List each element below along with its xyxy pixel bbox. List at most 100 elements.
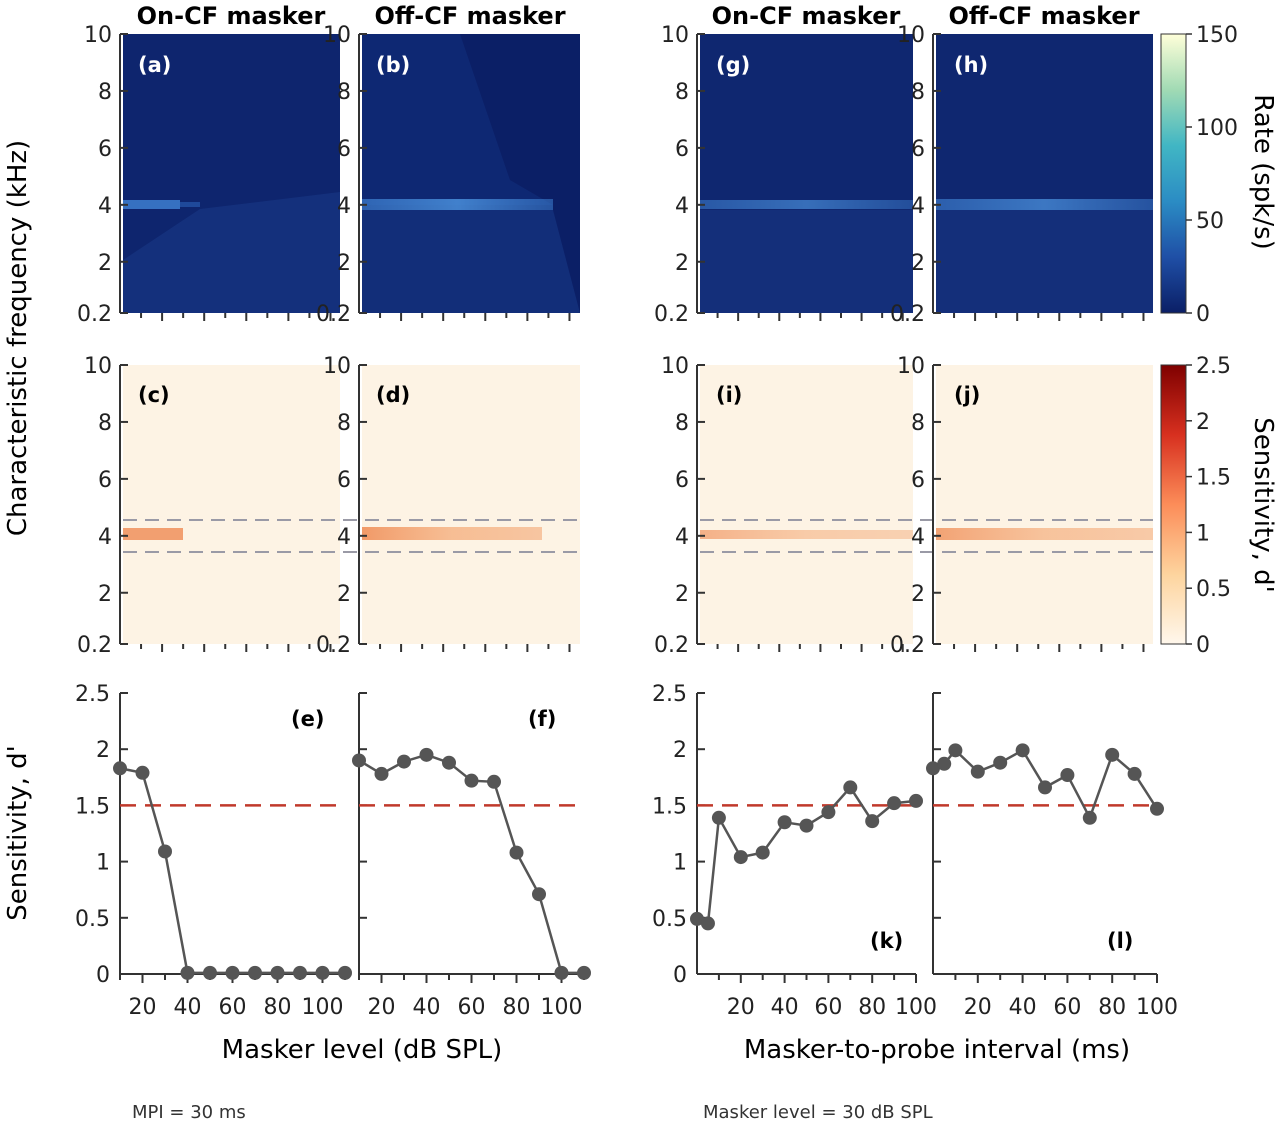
data-point-k: [843, 780, 858, 795]
data-point-f: [509, 845, 524, 860]
data-point-e: [248, 965, 262, 980]
sens-cb-tick-label: 1: [1196, 521, 1210, 546]
rate-colorbar: [1160, 33, 1187, 314]
hm-ytick-label: 4: [675, 194, 689, 219]
series-line-k: [696, 785, 917, 926]
data-point-k: [909, 793, 923, 808]
data-point-e: [135, 765, 150, 780]
line-xtick-label: 80: [1098, 995, 1126, 1020]
hm-ytick-label: 2: [98, 582, 112, 607]
panel-label-f: (f): [528, 707, 556, 731]
line-ytick-label: 1.5: [75, 794, 110, 819]
data-point-e: [293, 965, 307, 980]
data-point-l: [970, 764, 985, 779]
hm-ytick-label: 2: [911, 582, 925, 607]
data-point-k: [887, 796, 902, 811]
line-xtick-label: 20: [129, 995, 157, 1020]
line-xtick-label: 40: [1009, 995, 1037, 1020]
col-title-3: On-CF masker: [712, 2, 901, 30]
sens-cb-tick-label: 2.5: [1196, 354, 1231, 379]
hm-ytick-label: 2: [675, 582, 689, 607]
line-ytick-label: 0.5: [75, 907, 110, 932]
data-point-k: [711, 810, 726, 825]
hm-ytick-label: 8: [911, 411, 925, 436]
rate-heatmap-b: [362, 34, 580, 313]
x-label-left: Masker level (dB SPL): [222, 1035, 503, 1065]
sens-colorbar-label: Sensitivity, d': [1248, 417, 1278, 593]
hm-ytick-label: 4: [337, 194, 351, 219]
line-xtick-label: 40: [413, 995, 441, 1020]
hm-ytick-label: 4: [675, 525, 689, 550]
heatmap-axes: [119, 34, 934, 644]
line-xtick-label: 60: [458, 995, 486, 1020]
sens-cb-tick-label: 1.5: [1196, 466, 1231, 491]
line-ytick-label: 0: [96, 963, 110, 988]
data-point-f: [419, 747, 434, 762]
data-point-e: [338, 965, 352, 980]
line-axes: [119, 693, 1157, 975]
data-point-f: [532, 887, 546, 902]
panel-label-l: (l): [1107, 929, 1133, 953]
panel-label-e: (e): [291, 707, 324, 731]
data-point-e: [315, 965, 330, 980]
line-xtick-label: 80: [264, 995, 292, 1020]
data-point-l: [1150, 801, 1164, 816]
data-point-k: [755, 845, 770, 860]
data-point-k: [733, 850, 748, 865]
hm-ytick-label: 10: [897, 23, 925, 48]
hm-ytick-label: 4: [911, 525, 925, 550]
hm-ytick-label: 10: [661, 354, 689, 379]
hm-ytick-label: 6: [337, 468, 351, 493]
line-xtick-label: 60: [219, 995, 247, 1020]
hm-ytick-label: 10: [323, 23, 351, 48]
data-point-e: [225, 965, 240, 980]
data-point-l: [926, 761, 940, 776]
hm-ytick-label: 0.2: [77, 633, 112, 658]
line-xtick-label: 100: [302, 995, 344, 1020]
data-point-f: [464, 773, 479, 788]
rate-cb-tick-label: 50: [1196, 209, 1224, 234]
data-point-l: [948, 743, 963, 758]
data-point-l: [1015, 743, 1030, 758]
hm-ytick-label: 8: [98, 411, 112, 436]
panel-label-d: (d): [376, 383, 410, 407]
rate-heatmap-h: [936, 34, 1153, 313]
heatmap-y-label: Characteristic frequency (kHz): [3, 140, 33, 536]
ticks-layer: [119, 33, 1192, 983]
line-xtick-label: 100: [895, 995, 937, 1020]
hm-ytick-label: 4: [911, 194, 925, 219]
hm-ytick-label: 4: [337, 525, 351, 550]
hm-ytick-label: 8: [337, 80, 351, 105]
data-point-l: [1127, 766, 1142, 781]
hm-ytick-label: 0.2: [890, 633, 925, 658]
data-point-f: [352, 753, 366, 768]
rate-cb-tick-label: 0: [1196, 302, 1210, 327]
rate-heatmap-g: [700, 34, 913, 313]
data-point-f: [554, 965, 569, 980]
hm-ytick-label: 4: [98, 525, 112, 550]
hm-ytick-label: 10: [84, 23, 112, 48]
hm-ytick-label: 10: [897, 354, 925, 379]
line-ytick-label: 1: [96, 851, 110, 876]
line-ytick-label: 0: [673, 963, 687, 988]
data-point-e: [270, 965, 285, 980]
hm-ytick-label: 0.2: [654, 302, 689, 327]
tick-labels-layer: 0.22468100.22468100.22468100.22468100.22…: [75, 23, 1238, 1020]
data-point-l: [1082, 810, 1097, 825]
data-point-l: [1038, 780, 1052, 795]
sens-y-label: Sensitivity, d': [3, 745, 33, 921]
hm-ytick-label: 6: [98, 137, 112, 162]
data-point-l: [937, 756, 952, 771]
hm-ytick-label: 6: [675, 468, 689, 493]
hm-ytick-label: 8: [675, 411, 689, 436]
sens-heatmap-c: [123, 365, 340, 644]
cf-band-lines: [123, 519, 1153, 553]
line-xtick-label: 20: [368, 995, 396, 1020]
rate-cb-tick-label: 100: [1196, 116, 1238, 141]
line-xtick-label: 40: [174, 995, 202, 1020]
line-xtick-label: 100: [541, 995, 583, 1020]
hm-ytick-label: 8: [675, 80, 689, 105]
panel-label-g: (g): [716, 53, 750, 77]
rate-colorbar-label: Rate (spk/s): [1248, 94, 1278, 250]
